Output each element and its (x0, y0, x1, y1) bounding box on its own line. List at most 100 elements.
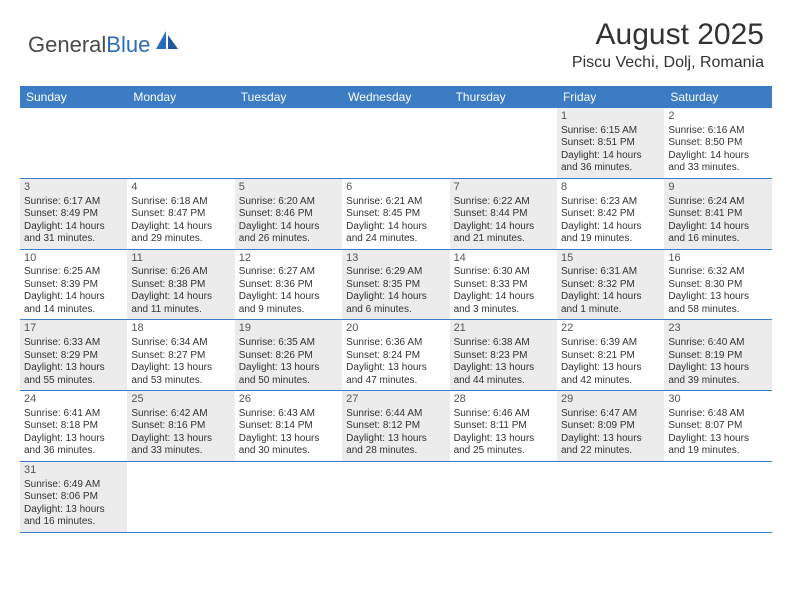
day-header: Wednesday (342, 86, 449, 108)
day-number: 25 (131, 393, 230, 407)
calendar: SundayMondayTuesdayWednesdayThursdayFrid… (20, 86, 772, 533)
sunrise-text: Sunrise: 6:24 AM (668, 196, 767, 209)
daylight-text: and 33 minutes. (131, 445, 230, 458)
calendar-cell: 31Sunrise: 6:49 AMSunset: 8:06 PMDayligh… (20, 462, 127, 532)
day-number: 1 (561, 110, 660, 124)
sunset-text: Sunset: 8:14 PM (239, 420, 338, 433)
day-number: 24 (24, 393, 123, 407)
day-number: 3 (24, 181, 123, 195)
calendar-cell: 13Sunrise: 6:29 AMSunset: 8:35 PMDayligh… (342, 250, 449, 320)
daylight-text: Daylight: 14 hours (239, 221, 338, 234)
daylight-text: and 58 minutes. (668, 304, 767, 317)
sunrise-text: Sunrise: 6:18 AM (131, 196, 230, 209)
daylight-text: and 53 minutes. (131, 375, 230, 388)
calendar-cell-empty (557, 462, 664, 532)
sunrise-text: Sunrise: 6:48 AM (668, 408, 767, 421)
day-number: 29 (561, 393, 660, 407)
sunrise-text: Sunrise: 6:42 AM (131, 408, 230, 421)
calendar-cell: 17Sunrise: 6:33 AMSunset: 8:29 PMDayligh… (20, 320, 127, 390)
calendar-cell: 16Sunrise: 6:32 AMSunset: 8:30 PMDayligh… (664, 250, 771, 320)
calendar-cell: 30Sunrise: 6:48 AMSunset: 8:07 PMDayligh… (664, 391, 771, 461)
calendar-cell-empty (127, 108, 234, 178)
month-title: August 2025 (572, 18, 764, 52)
sunset-text: Sunset: 8:49 PM (24, 208, 123, 221)
sunrise-text: Sunrise: 6:17 AM (24, 196, 123, 209)
location: Piscu Vechi, Dolj, Romania (572, 54, 764, 72)
sunrise-text: Sunrise: 6:35 AM (239, 337, 338, 350)
day-header: Tuesday (235, 86, 342, 108)
sunset-text: Sunset: 8:44 PM (454, 208, 553, 221)
day-number: 28 (454, 393, 553, 407)
day-number: 15 (561, 252, 660, 266)
sunrise-text: Sunrise: 6:20 AM (239, 196, 338, 209)
daylight-text: Daylight: 13 hours (131, 362, 230, 375)
daylight-text: Daylight: 14 hours (24, 221, 123, 234)
calendar-cell: 22Sunrise: 6:39 AMSunset: 8:21 PMDayligh… (557, 320, 664, 390)
day-number: 23 (668, 322, 767, 336)
day-number: 18 (131, 322, 230, 336)
daylight-text: Daylight: 14 hours (454, 221, 553, 234)
calendar-cell: 28Sunrise: 6:46 AMSunset: 8:11 PMDayligh… (450, 391, 557, 461)
daylight-text: and 19 minutes. (561, 233, 660, 246)
sunset-text: Sunset: 8:51 PM (561, 137, 660, 150)
calendar-cell: 7Sunrise: 6:22 AMSunset: 8:44 PMDaylight… (450, 179, 557, 249)
logo: GeneralBlue (28, 32, 180, 58)
daylight-text: Daylight: 14 hours (561, 150, 660, 163)
calendar-cell-empty (450, 108, 557, 178)
daylight-text: Daylight: 13 hours (24, 362, 123, 375)
sunset-text: Sunset: 8:18 PM (24, 420, 123, 433)
calendar-cell-empty (342, 108, 449, 178)
day-number: 31 (24, 464, 123, 478)
day-number: 16 (668, 252, 767, 266)
daylight-text: Daylight: 14 hours (131, 291, 230, 304)
daylight-text: and 1 minute. (561, 304, 660, 317)
daylight-text: Daylight: 13 hours (24, 504, 123, 517)
calendar-cell-empty (127, 462, 234, 532)
day-number: 17 (24, 322, 123, 336)
sunrise-text: Sunrise: 6:43 AM (239, 408, 338, 421)
calendar-cell-empty (664, 462, 771, 532)
sunrise-text: Sunrise: 6:33 AM (24, 337, 123, 350)
day-number: 12 (239, 252, 338, 266)
daylight-text: and 11 minutes. (131, 304, 230, 317)
calendar-cell: 11Sunrise: 6:26 AMSunset: 8:38 PMDayligh… (127, 250, 234, 320)
daylight-text: Daylight: 14 hours (239, 291, 338, 304)
sunset-text: Sunset: 8:36 PM (239, 279, 338, 292)
day-number: 7 (454, 181, 553, 195)
calendar-cell: 25Sunrise: 6:42 AMSunset: 8:16 PMDayligh… (127, 391, 234, 461)
sunset-text: Sunset: 8:30 PM (668, 279, 767, 292)
sunset-text: Sunset: 8:11 PM (454, 420, 553, 433)
daylight-text: and 24 minutes. (346, 233, 445, 246)
daylight-text: Daylight: 13 hours (561, 362, 660, 375)
sunset-text: Sunset: 8:50 PM (668, 137, 767, 150)
calendar-row: 1Sunrise: 6:15 AMSunset: 8:51 PMDaylight… (20, 108, 772, 179)
sunrise-text: Sunrise: 6:47 AM (561, 408, 660, 421)
header: GeneralBlue August 2025 Piscu Vechi, Dol… (0, 0, 792, 80)
logo-text-2: Blue (106, 32, 150, 58)
daylight-text: and 36 minutes. (561, 162, 660, 175)
sunset-text: Sunset: 8:23 PM (454, 350, 553, 363)
calendar-cell: 9Sunrise: 6:24 AMSunset: 8:41 PMDaylight… (664, 179, 771, 249)
calendar-header-row: SundayMondayTuesdayWednesdayThursdayFrid… (20, 86, 772, 108)
daylight-text: Daylight: 14 hours (24, 291, 123, 304)
daylight-text: and 33 minutes. (668, 162, 767, 175)
calendar-cell-empty (342, 462, 449, 532)
day-number: 26 (239, 393, 338, 407)
sunrise-text: Sunrise: 6:40 AM (668, 337, 767, 350)
day-number: 2 (668, 110, 767, 124)
calendar-cell: 15Sunrise: 6:31 AMSunset: 8:32 PMDayligh… (557, 250, 664, 320)
sunrise-text: Sunrise: 6:30 AM (454, 266, 553, 279)
daylight-text: and 6 minutes. (346, 304, 445, 317)
day-header: Thursday (450, 86, 557, 108)
day-number: 5 (239, 181, 338, 195)
day-header: Saturday (664, 86, 771, 108)
daylight-text: and 26 minutes. (239, 233, 338, 246)
calendar-row: 24Sunrise: 6:41 AMSunset: 8:18 PMDayligh… (20, 391, 772, 462)
daylight-text: and 25 minutes. (454, 445, 553, 458)
calendar-cell: 18Sunrise: 6:34 AMSunset: 8:27 PMDayligh… (127, 320, 234, 390)
day-header: Sunday (20, 86, 127, 108)
daylight-text: and 9 minutes. (239, 304, 338, 317)
logo-text-1: General (28, 32, 106, 58)
day-header: Monday (127, 86, 234, 108)
calendar-cell: 6Sunrise: 6:21 AMSunset: 8:45 PMDaylight… (342, 179, 449, 249)
